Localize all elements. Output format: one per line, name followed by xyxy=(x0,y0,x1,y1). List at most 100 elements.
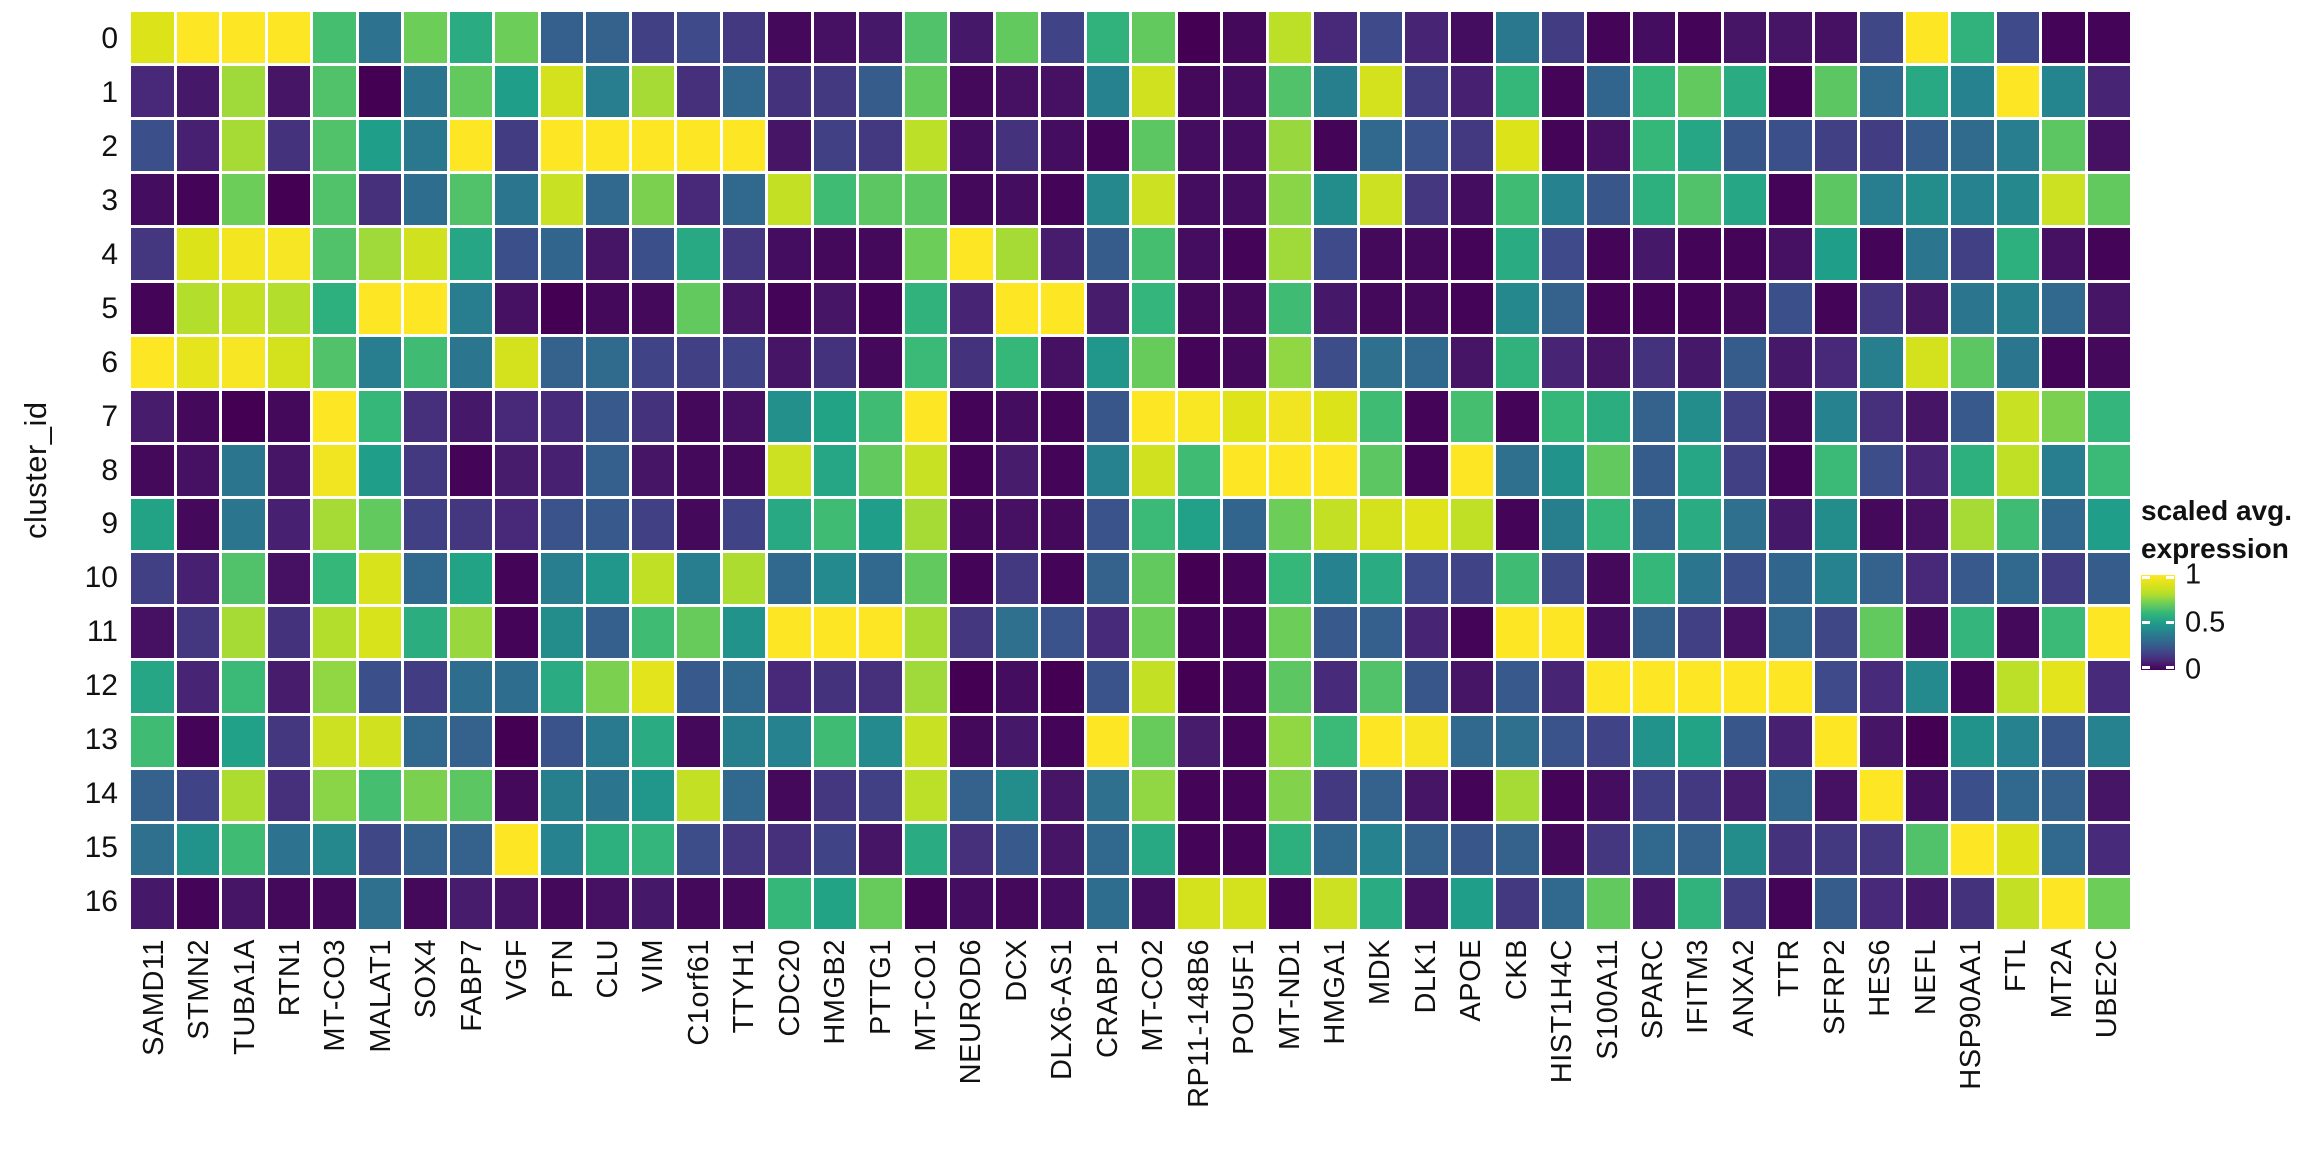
heatmap-cell xyxy=(358,228,401,280)
heatmap-cell xyxy=(1905,715,1948,767)
x-tick-label: VGF xyxy=(501,939,534,1001)
heatmap-cell xyxy=(1314,877,1357,929)
heatmap-cell xyxy=(404,553,447,605)
x-tick-label: CLU xyxy=(592,939,625,999)
heatmap-cell xyxy=(813,390,856,442)
heatmap-cell xyxy=(1405,174,1448,226)
heatmap-cell xyxy=(1587,444,1630,497)
heatmap-cell xyxy=(1268,282,1311,334)
heatmap-cell xyxy=(1860,282,1903,334)
legend-title-line-1: scaled avg. xyxy=(2141,495,2292,526)
heatmap-cell xyxy=(1314,174,1357,226)
heatmap-cell xyxy=(1314,715,1357,767)
heatmap-cell xyxy=(540,228,583,280)
heatmap-cell xyxy=(677,823,720,875)
heatmap-cell xyxy=(1723,336,1766,388)
heatmap-cell xyxy=(1996,823,2039,875)
heatmap-cell xyxy=(677,715,720,767)
x-tick-label: HES6 xyxy=(1864,939,1897,1017)
heatmap-cell xyxy=(1359,66,1402,118)
heatmap-cell xyxy=(2042,499,2085,551)
heatmap-cell xyxy=(1905,877,1948,929)
heatmap-cell xyxy=(995,12,1038,64)
heatmap-cell xyxy=(358,390,401,442)
heatmap-cell xyxy=(540,715,583,767)
heatmap-cell xyxy=(1268,120,1311,172)
heatmap-cell xyxy=(1678,769,1721,821)
x-tick-label: HMGA1 xyxy=(1318,939,1351,1045)
heatmap-cell xyxy=(2042,120,2085,172)
heatmap-cell xyxy=(904,12,947,64)
heatmap-cell xyxy=(1086,282,1129,334)
heatmap-cell xyxy=(904,715,947,767)
heatmap-cell xyxy=(995,553,1038,605)
heatmap-cell xyxy=(1996,228,2039,280)
heatmap-cell xyxy=(859,444,902,497)
heatmap-cell xyxy=(859,120,902,172)
heatmap-cell xyxy=(995,877,1038,929)
heatmap-cell xyxy=(631,715,674,767)
heatmap-cell xyxy=(950,499,993,551)
heatmap-cell xyxy=(1314,769,1357,821)
heatmap-cell xyxy=(631,877,674,929)
heatmap-cell xyxy=(449,823,492,875)
y-tick-label: 0 xyxy=(101,21,118,55)
heatmap-cell xyxy=(1086,823,1129,875)
heatmap-cell xyxy=(950,228,993,280)
heatmap-cell xyxy=(1769,769,1812,821)
heatmap-cell xyxy=(1678,553,1721,605)
heatmap-cell xyxy=(1769,66,1812,118)
heatmap-cell xyxy=(313,444,356,497)
heatmap-cell xyxy=(859,66,902,118)
heatmap-cell xyxy=(950,553,993,605)
heatmap-cell xyxy=(677,66,720,118)
heatmap-cell xyxy=(1314,228,1357,280)
heatmap-cell xyxy=(1132,174,1175,226)
heatmap-cell xyxy=(995,66,1038,118)
x-tick-label: RP11-148B6 xyxy=(1182,939,1215,1108)
heatmap-cell xyxy=(1632,553,1675,605)
heatmap-cell xyxy=(1268,228,1311,280)
y-tick-label: 6 xyxy=(101,345,118,379)
heatmap-cell xyxy=(1632,390,1675,442)
heatmap-cell xyxy=(222,444,265,497)
heatmap-cell xyxy=(2087,390,2130,442)
heatmap-cell xyxy=(1177,390,1220,442)
heatmap-cell xyxy=(1541,661,1584,713)
heatmap-cell xyxy=(1678,120,1721,172)
heatmap-cell xyxy=(1496,336,1539,388)
heatmap-cell xyxy=(1086,715,1129,767)
heatmap-cell xyxy=(1723,444,1766,497)
heatmap-cell xyxy=(1723,715,1766,767)
heatmap-cell xyxy=(722,12,765,64)
heatmap-cell xyxy=(1814,661,1857,713)
heatmap-cell xyxy=(404,444,447,497)
heatmap-cell xyxy=(1769,661,1812,713)
heatmap-cell xyxy=(358,769,401,821)
heatmap-cell xyxy=(586,499,629,551)
heatmap-cell xyxy=(1359,336,1402,388)
heatmap-cell xyxy=(131,444,174,497)
heatmap-cell xyxy=(176,120,219,172)
heatmap-cell xyxy=(313,12,356,64)
heatmap-cell xyxy=(586,661,629,713)
heatmap-cell xyxy=(1905,66,1948,118)
heatmap-cell xyxy=(1132,228,1175,280)
heatmap-cell xyxy=(1678,499,1721,551)
heatmap-cell xyxy=(495,553,538,605)
heatmap-cell xyxy=(995,823,1038,875)
heatmap-cell xyxy=(495,390,538,442)
heatmap-cell xyxy=(358,120,401,172)
legend-tick-mark xyxy=(2142,621,2150,624)
heatmap-cell xyxy=(1860,823,1903,875)
heatmap-cell xyxy=(1678,823,1721,875)
heatmap-cell xyxy=(1951,120,1994,172)
heatmap-cell xyxy=(1132,12,1175,64)
heatmap-cell xyxy=(1496,499,1539,551)
heatmap-cell xyxy=(404,715,447,767)
heatmap-cell xyxy=(2087,336,2130,388)
x-tick-label: PTN xyxy=(546,939,579,999)
heatmap-cell xyxy=(813,66,856,118)
heatmap-cell xyxy=(1268,769,1311,821)
heatmap-cell xyxy=(1814,228,1857,280)
